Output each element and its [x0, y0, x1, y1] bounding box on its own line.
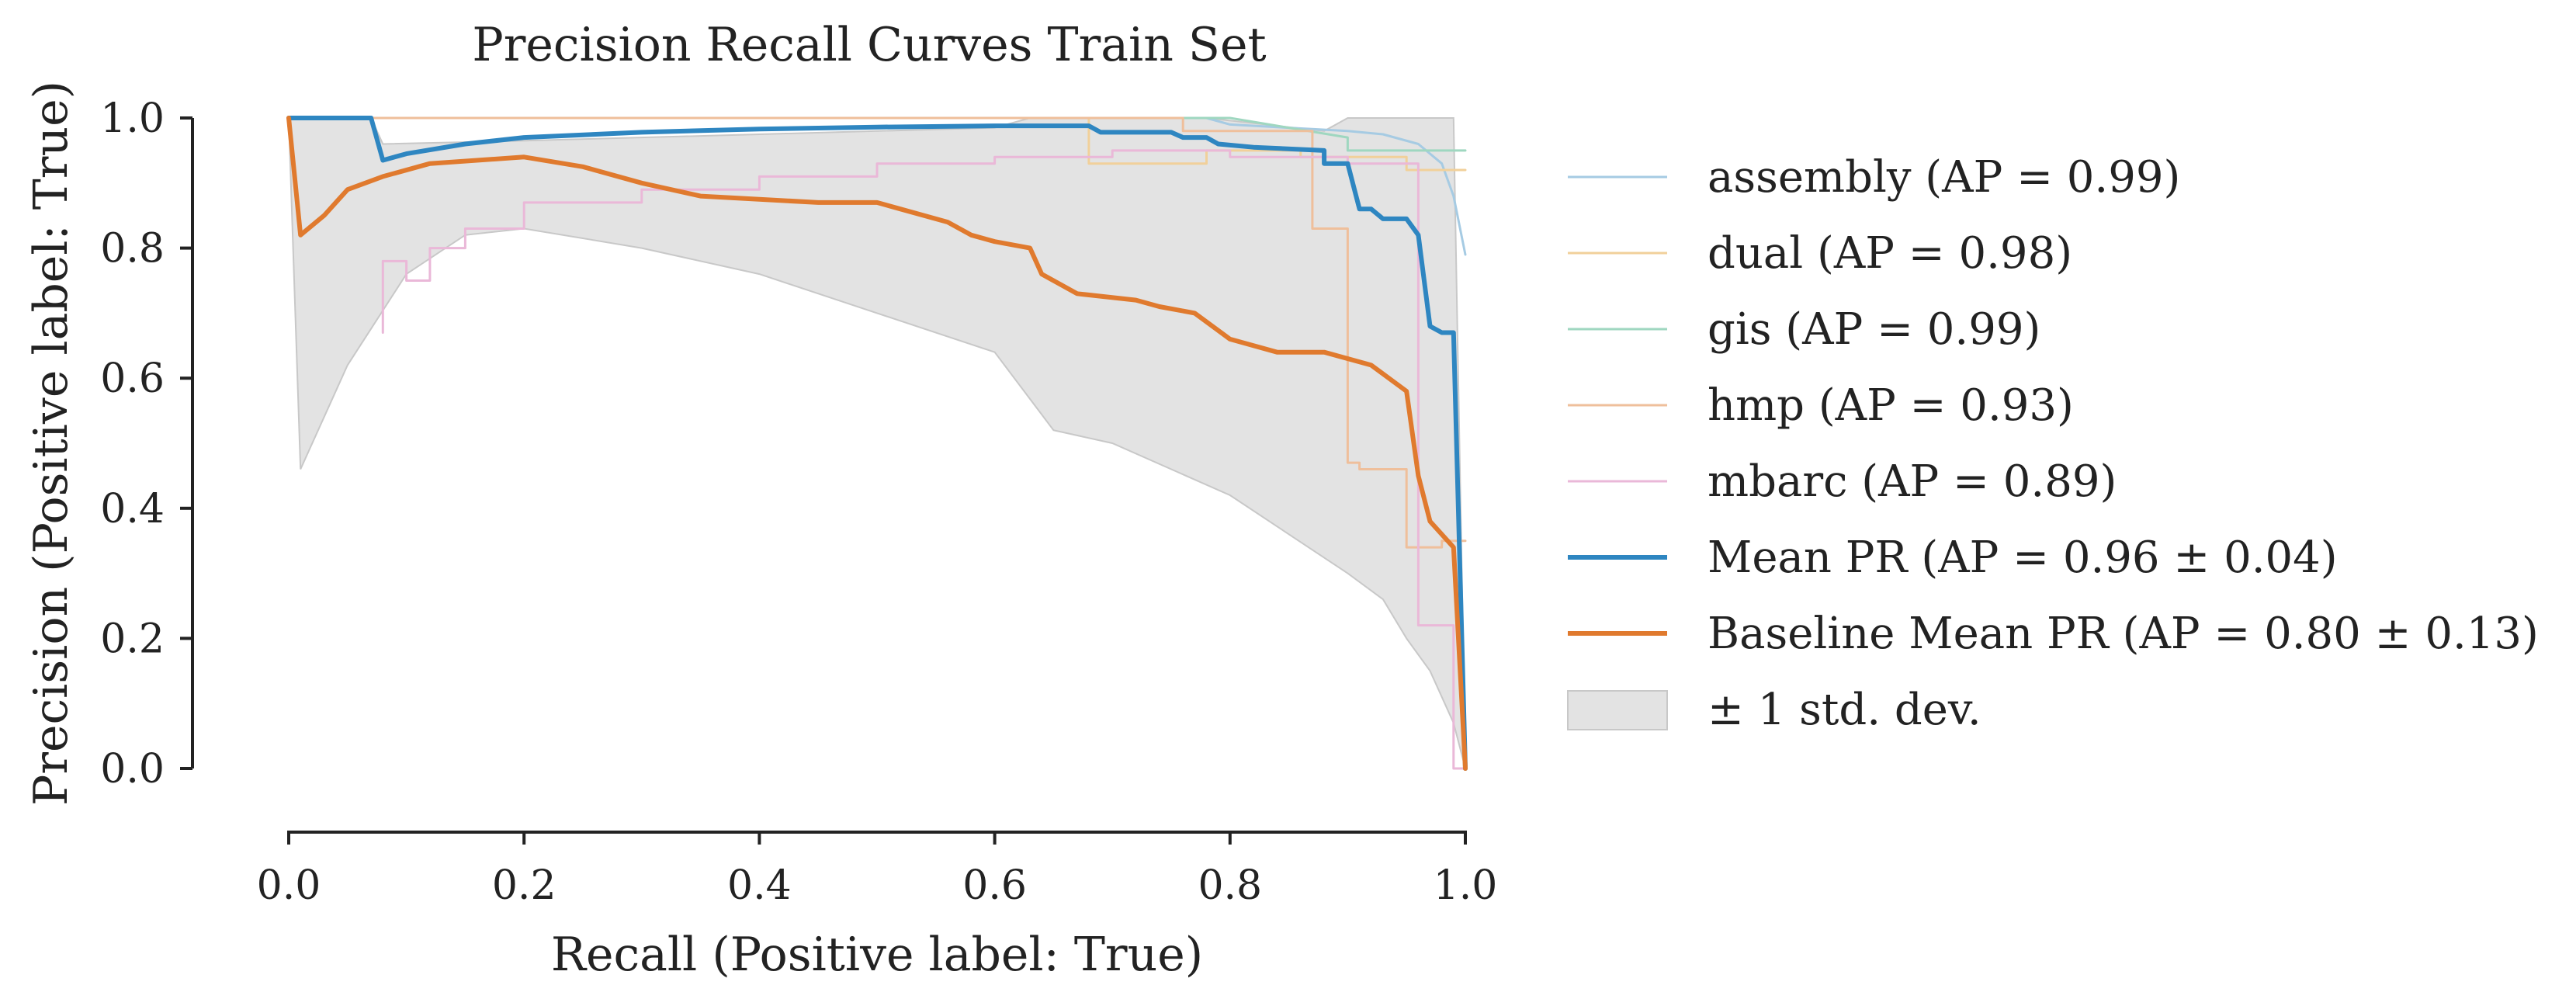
legend-label: mbarc (AP = 0.89)	[1708, 456, 2117, 507]
axes	[191, 118, 1467, 834]
legend-label: assembly (AP = 0.99)	[1708, 152, 2180, 203]
series-line-4	[381, 149, 1467, 770]
series-line-3	[287, 116, 1467, 549]
series-layer	[286, 116, 1468, 771]
legend-label: ± 1 std. dev.	[1708, 685, 1981, 735]
series-line-0	[287, 116, 1467, 256]
std-band-layer	[287, 117, 1466, 769]
std-band	[287, 117, 1466, 769]
legend-swatch-band	[1567, 690, 1668, 730]
y-tick-label: 0.0	[100, 746, 165, 793]
legend-label: Mean PR (AP = 0.96 ± 0.04)	[1708, 532, 2338, 583]
x-tick-label: 0.8	[1198, 862, 1262, 909]
y-tick-label: 0.2	[100, 616, 165, 662]
legend-label: hmp (AP = 0.93)	[1708, 380, 2074, 431]
y-tick-label: 0.8	[100, 226, 165, 272]
y-tick-label: 1.0	[100, 95, 165, 142]
series-line-5	[286, 116, 1468, 771]
x-axis-label: Recall (Positive label: True)	[551, 928, 1203, 982]
x-tick-label: 0.6	[962, 862, 1027, 909]
y-tick-label: 0.6	[100, 356, 165, 402]
legend-label: gis (AP = 0.99)	[1708, 304, 2040, 355]
x-tick-label: 1.0	[1434, 862, 1498, 909]
x-tick-label: 0.2	[492, 862, 556, 909]
legend-label: Baseline Mean PR (AP = 0.80 ± 0.13)	[1708, 609, 2539, 659]
legend-label: dual (AP = 0.98)	[1708, 228, 2072, 279]
chart-title: Precision Recall Curves Train Set	[472, 18, 1266, 72]
series-line-6	[286, 116, 1468, 771]
legend: assembly (AP = 0.99) dual (AP = 0.98) gis …	[1567, 152, 2539, 735]
x-tick-label: 0.4	[727, 862, 792, 909]
y-axis-label: Precision (Positive label: True)	[24, 81, 78, 806]
x-tick-label: 0.0	[257, 862, 321, 909]
y-tick-label: 0.4	[100, 486, 165, 532]
tick-layer: 0.0 0.2 0.4 0.6 0.8 1.0 0.0 0.2 0.4 0.6 0.8 1.0	[100, 95, 1497, 909]
